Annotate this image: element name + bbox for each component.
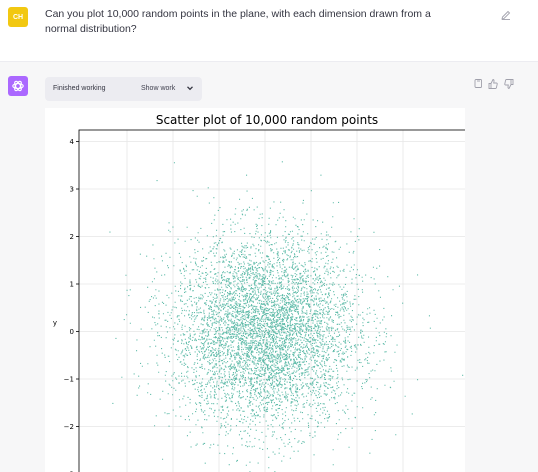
y-tick-label: 0 <box>70 328 74 336</box>
y-tick-label: −2 <box>64 423 74 431</box>
y-tick-label: 3 <box>70 186 74 194</box>
edit-icon[interactable] <box>500 8 512 20</box>
show-work-label: Show work <box>141 85 175 92</box>
chevron-down-icon <box>186 84 194 92</box>
show-work-toggle[interactable]: Finished working Show work <box>45 77 202 101</box>
scatter-points <box>109 161 463 472</box>
message-actions <box>472 77 528 89</box>
user-message-row: CH Can you plot 10,000 random points in … <box>0 0 538 61</box>
status-label: Finished working <box>53 85 106 92</box>
user-avatar: CH <box>8 7 28 27</box>
chart-title: Scatter plot of 10,000 random points <box>156 113 378 127</box>
copy-icon[interactable] <box>472 77 484 89</box>
thumbs-up-icon[interactable] <box>487 77 499 89</box>
scatter-plot-figure: Scatter plot of 10,000 random points y 4… <box>45 108 465 472</box>
openai-logo-icon <box>8 76 28 96</box>
thumbs-down-icon[interactable] <box>503 77 515 89</box>
y-tick-label: 2 <box>70 233 74 241</box>
y-tick-label: −1 <box>64 376 74 384</box>
y-tick-label: 1 <box>70 281 74 289</box>
y-tick-label: 4 <box>70 138 75 146</box>
user-message-text: Can you plot 10,000 random points in the… <box>45 7 465 37</box>
y-axis-label: y <box>53 319 57 327</box>
scatter-point-cloud <box>109 161 463 472</box>
assistant-message-row: Finished working Show work Scatter plot … <box>0 61 538 472</box>
